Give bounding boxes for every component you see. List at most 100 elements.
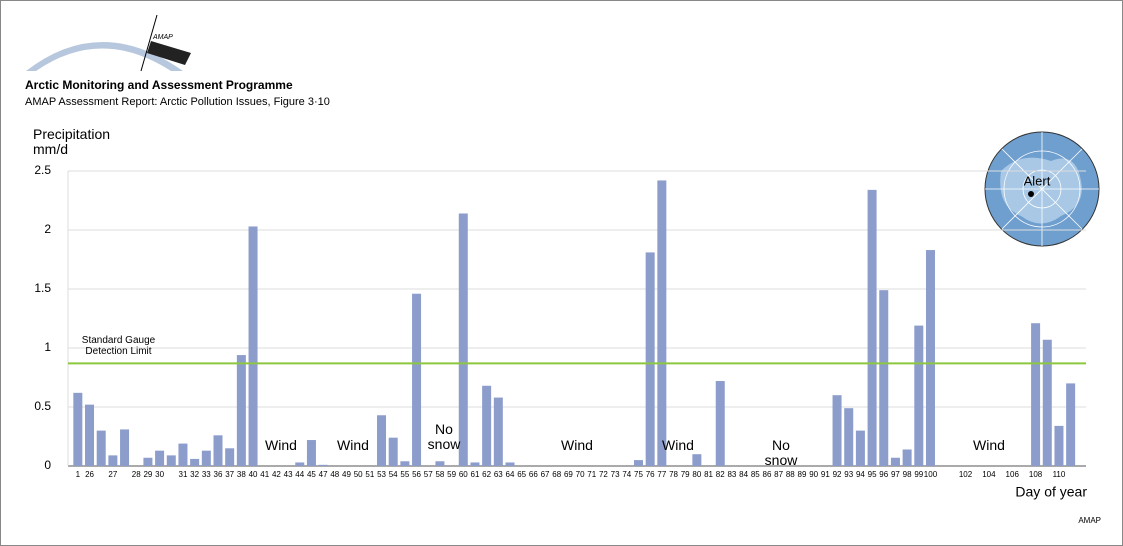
x-tick-label: 93 — [844, 470, 853, 479]
x-tick-label: 42 — [272, 470, 281, 479]
logo-text: AMAP — [152, 34, 173, 41]
x-tick-label: 32 — [190, 470, 199, 479]
x-tick-label: 85 — [751, 470, 760, 479]
bar — [832, 395, 842, 466]
x-tick-label: 66 — [529, 470, 538, 479]
bar — [400, 461, 410, 466]
bar — [306, 440, 316, 466]
x-tick-label: 58 — [435, 470, 444, 479]
annotation: Wind — [973, 437, 1005, 453]
y-tick-label: 2.5 — [34, 163, 51, 177]
annotation: Wind — [265, 437, 297, 453]
x-tick-label: 96 — [879, 470, 888, 479]
bar — [692, 454, 702, 466]
x-tick-label: 62 — [482, 470, 491, 479]
bar — [190, 458, 200, 466]
x-tick-label: 71 — [587, 470, 596, 479]
bar — [388, 437, 398, 466]
x-tick-label: 68 — [552, 470, 561, 479]
bar — [493, 397, 503, 466]
x-tick-label: 61 — [471, 470, 480, 479]
x-tick-label: 67 — [541, 470, 550, 479]
bar — [155, 450, 165, 466]
bar — [225, 448, 235, 466]
bar — [108, 455, 118, 466]
annotation: No snow — [427, 421, 461, 453]
x-tick-label: 110 — [1053, 470, 1066, 479]
bar — [178, 443, 188, 466]
x-tick-label: 60 — [459, 470, 468, 479]
annotation: Wind — [337, 437, 369, 453]
bar — [1066, 383, 1076, 466]
bar — [85, 404, 95, 466]
bar — [879, 290, 889, 466]
bar — [412, 293, 422, 466]
y-tick-label: 0 — [44, 458, 51, 472]
bar — [435, 461, 445, 466]
x-tick-label: 43 — [284, 470, 293, 479]
x-tick-label: 79 — [681, 470, 690, 479]
bar — [925, 250, 935, 466]
bar — [236, 355, 246, 466]
x-tick-label: 55 — [400, 470, 409, 479]
x-tick-label: 99 — [914, 470, 923, 479]
bar — [633, 460, 643, 466]
x-axis-label: Day of year — [1015, 484, 1087, 500]
x-tick-label: 1 — [76, 470, 81, 479]
x-tick-label: 83 — [727, 470, 736, 479]
x-tick-label: 87 — [774, 470, 783, 479]
bar — [1054, 425, 1064, 466]
threshold-label: Standard Gauge Detection Limit — [81, 335, 156, 358]
bar — [645, 252, 655, 466]
x-tick-label: 40 — [249, 470, 258, 479]
x-tick-label: 100 — [924, 470, 938, 479]
x-tick-label: 57 — [424, 470, 433, 479]
logo-line — [140, 14, 158, 72]
bar — [143, 457, 153, 466]
x-tick-label: 50 — [354, 470, 363, 479]
x-tick-label: 70 — [576, 470, 585, 479]
x-tick-label: 31 — [179, 470, 188, 479]
x-tick-label: 90 — [809, 470, 818, 479]
x-tick-label: 104 — [982, 470, 996, 479]
bar — [844, 408, 854, 466]
bar — [914, 325, 924, 466]
x-tick-label: 53 — [377, 470, 386, 479]
x-tick-label: 81 — [704, 470, 713, 479]
x-tick-label: 97 — [891, 470, 900, 479]
x-tick-label: 37 — [225, 470, 234, 479]
x-tick-label: 27 — [108, 470, 117, 479]
bar — [890, 457, 900, 466]
x-tick-label: 74 — [622, 470, 631, 479]
bar — [166, 455, 176, 466]
y-tick-label: 0.5 — [34, 399, 51, 413]
x-tick-label: 73 — [611, 470, 620, 479]
x-tick-label: 86 — [763, 470, 772, 479]
x-tick-label: 106 — [1006, 470, 1020, 479]
x-tick-label: 84 — [739, 470, 748, 479]
bar — [715, 381, 725, 466]
x-tick-label: 28 — [132, 470, 141, 479]
x-tick-label: 41 — [260, 470, 269, 479]
x-tick-label: 45 — [307, 470, 316, 479]
annotation: No snow — [764, 437, 798, 469]
x-tick-label: 33 — [202, 470, 211, 479]
x-tick-label: 76 — [646, 470, 655, 479]
x-tick-label: 38 — [237, 470, 246, 479]
x-tick-label: 47 — [319, 470, 328, 479]
map-inset — [984, 131, 1100, 247]
bar — [902, 449, 912, 466]
x-tick-label: 77 — [657, 470, 666, 479]
x-tick-label: 44 — [295, 470, 304, 479]
x-tick-label: 92 — [833, 470, 842, 479]
x-tick-label: 80 — [692, 470, 701, 479]
bar — [73, 392, 83, 466]
map-label: Alert — [1024, 173, 1051, 188]
y-tick-label: 1 — [44, 340, 51, 354]
x-tick-label: 69 — [564, 470, 573, 479]
x-tick-label: 63 — [494, 470, 503, 479]
x-tick-label: 65 — [517, 470, 526, 479]
bar — [1042, 339, 1052, 466]
x-tick-label: 78 — [669, 470, 678, 479]
